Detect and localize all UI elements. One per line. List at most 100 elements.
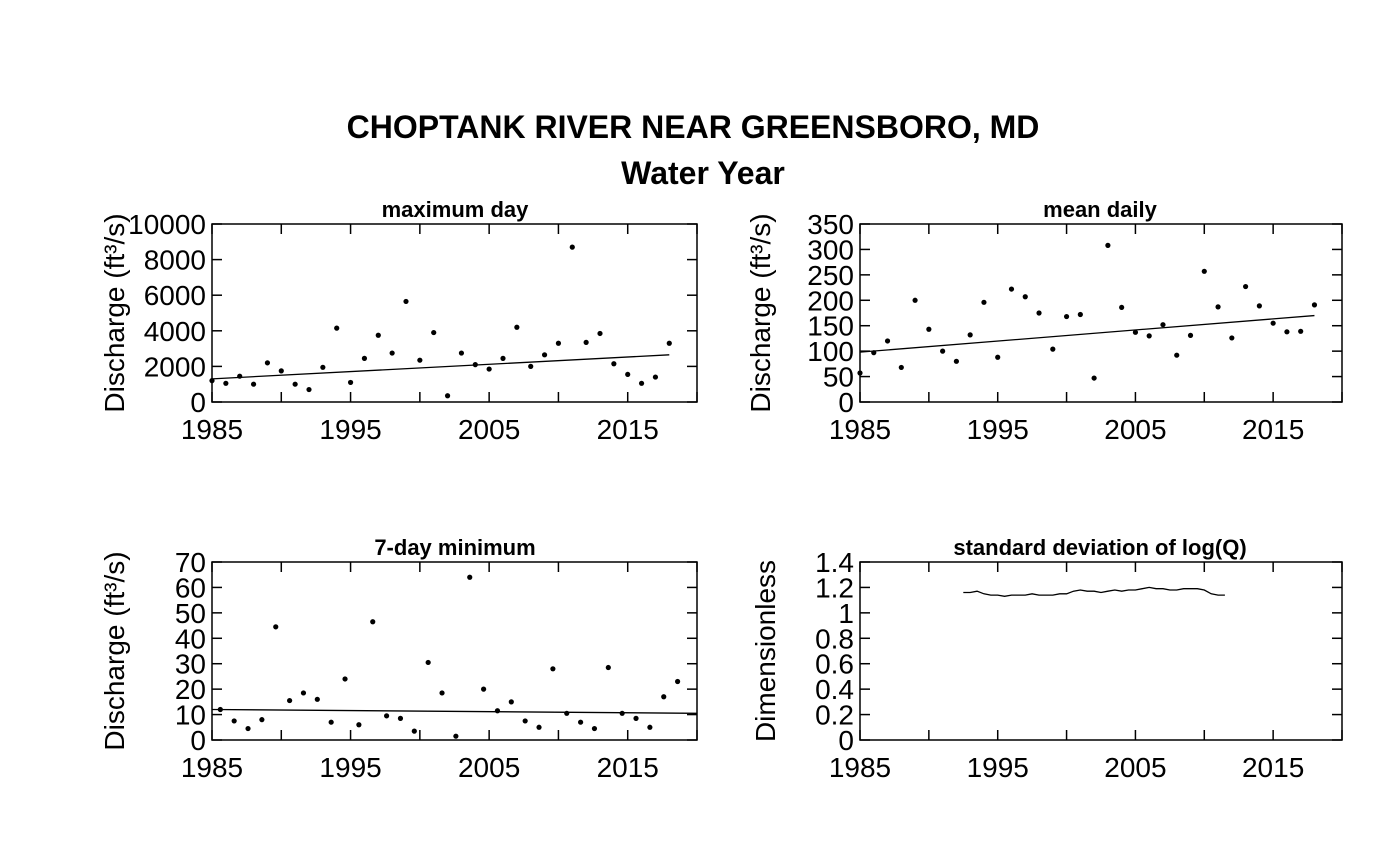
- data-point: [528, 363, 534, 369]
- data-point: [1091, 375, 1097, 381]
- data-point: [231, 718, 237, 724]
- panel-title: standard deviation of log(Q): [953, 535, 1246, 560]
- x-tick-label: 1985: [181, 752, 243, 783]
- data-point: [536, 724, 542, 730]
- data-point: [550, 666, 556, 672]
- y-tick-label: 2000: [144, 351, 206, 382]
- data-point: [431, 329, 437, 336]
- x-tick-label: 1995: [319, 414, 381, 445]
- data-point: [417, 357, 423, 363]
- data-point: [278, 368, 284, 374]
- data-point: [1311, 302, 1318, 308]
- panel-3: 7-day minimum Discharge (ft³/s) 1985 1995 20…: [99, 535, 698, 783]
- data-point: [356, 722, 362, 728]
- data-point: [625, 371, 631, 378]
- data-point: [384, 713, 390, 719]
- data-point: [1063, 313, 1070, 320]
- panel-2: mean daily Discharge (ft³/s) 1985 1995 2005 2…: [745, 197, 1343, 445]
- data-point: [912, 297, 918, 303]
- y-tick-label: 40: [175, 623, 206, 654]
- data-point: [334, 325, 340, 331]
- trend-line: [211, 708, 698, 714]
- y-tick-label: 0: [838, 725, 854, 756]
- data-point: [541, 352, 548, 358]
- data-point: [273, 624, 279, 630]
- data-point: [871, 350, 877, 356]
- data-point: [981, 299, 987, 305]
- data-point: [217, 706, 223, 713]
- data-point: [264, 360, 271, 366]
- y-tick-label: 350: [807, 209, 854, 240]
- y-tick-label: 8000: [144, 245, 206, 276]
- y-tick-label: 60: [175, 572, 206, 603]
- data-point: [444, 393, 451, 399]
- panel-title: maximum day: [382, 197, 529, 222]
- x-tick-label: 2015: [597, 752, 659, 783]
- data-point: [1036, 310, 1042, 316]
- data-point: [209, 378, 215, 384]
- data-point: [953, 358, 960, 364]
- data-point: [652, 374, 659, 380]
- y-tick-label: 1: [838, 598, 854, 629]
- data-point: [597, 330, 603, 337]
- data-point: [453, 733, 459, 739]
- data-point: [1284, 329, 1290, 335]
- y-tick-label: 50: [823, 362, 854, 393]
- figure-title: CHOPTANK RIVER NEAR GREENSBORO, MD: [347, 109, 1040, 145]
- data-point: [1022, 294, 1028, 300]
- data-point: [661, 694, 667, 700]
- y-tick-label: 30: [175, 649, 206, 680]
- y-tick-label: 4000: [144, 316, 206, 347]
- data-point: [486, 366, 492, 372]
- y-tick-label: 6000: [144, 280, 206, 311]
- data-point: [481, 686, 487, 692]
- x-tick-label: 1985: [829, 752, 891, 783]
- y-tick-label: 250: [807, 260, 854, 291]
- data-point: [1008, 286, 1015, 292]
- data-point: [1105, 242, 1111, 248]
- data-point: [1201, 268, 1207, 274]
- data-point: [1215, 304, 1221, 310]
- data-point: [292, 381, 298, 387]
- y-tick-label: 20: [175, 674, 206, 705]
- y-axis-label: Discharge (ft³/s): [99, 551, 130, 750]
- y-tick-label: 0: [190, 387, 206, 418]
- series-line: [963, 586, 1225, 597]
- y-tick-label: 0.2: [815, 700, 854, 731]
- plot-frame: [211, 223, 698, 403]
- data-point: [508, 699, 514, 705]
- data-point: [237, 373, 243, 379]
- data-point: [1077, 311, 1083, 318]
- data-point: [328, 719, 334, 725]
- data-point: [666, 340, 672, 346]
- x-tick-label: 1995: [967, 752, 1029, 783]
- data-point: [375, 332, 381, 338]
- data-point: [857, 370, 863, 376]
- data-point: [1146, 333, 1152, 339]
- x-tick-label: 2005: [458, 414, 520, 445]
- data-point: [320, 364, 326, 370]
- data-point: [300, 690, 307, 696]
- data-point: [675, 678, 681, 685]
- data-point: [347, 379, 354, 386]
- data-point: [1174, 352, 1180, 358]
- data-point: [1132, 329, 1139, 335]
- data-point: [1187, 332, 1194, 338]
- data-point: [250, 381, 257, 387]
- data-point: [223, 380, 229, 386]
- data-point: [555, 340, 562, 346]
- data-point: [411, 728, 417, 734]
- x-tick-label: 2015: [1242, 414, 1304, 445]
- y-axis-label: Discharge (ft³/s): [99, 213, 130, 412]
- data-point: [995, 354, 1001, 360]
- x-tick-label: 1985: [181, 414, 243, 445]
- panel-4: standard deviation of log(Q) Dimensionles…: [750, 535, 1343, 783]
- data-point: [569, 244, 575, 250]
- y-tick-label: 150: [807, 311, 854, 342]
- trend-line: [211, 354, 670, 380]
- x-tick-label: 1985: [829, 414, 891, 445]
- data-point: [1270, 320, 1276, 326]
- data-point: [898, 364, 904, 371]
- plot-frame: [859, 561, 1343, 741]
- panel-1: maximum day Discharge (ft³/s) 1985 1995 2005…: [99, 197, 698, 445]
